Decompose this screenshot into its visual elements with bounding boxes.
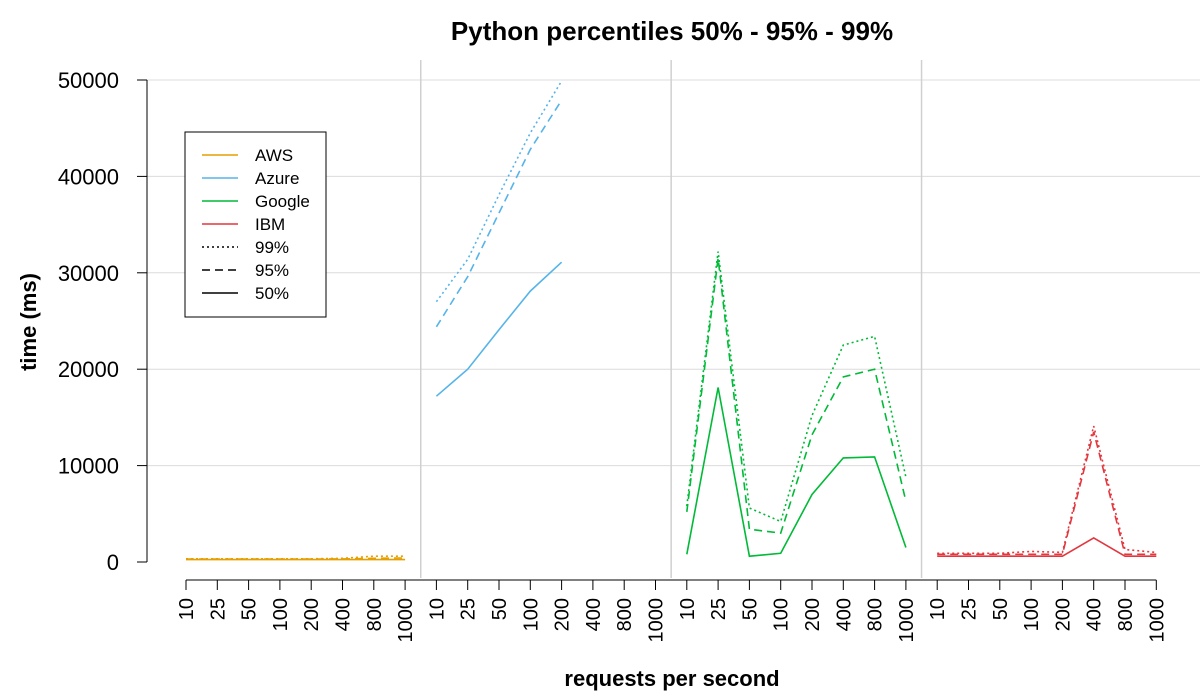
x-tick-label: 25	[959, 598, 981, 620]
legend-label-95pct: 95%	[255, 261, 289, 280]
series	[186, 80, 1157, 561]
x-tick-label: 10	[927, 598, 949, 620]
legend-label-aws: AWS	[255, 146, 293, 165]
y-tick-label: 20000	[58, 357, 119, 382]
series-azure-p50	[435, 261, 563, 397]
x-tick-label: 400	[333, 598, 355, 631]
y-tick-label: 0	[107, 550, 119, 575]
x-tick-label: 1000	[646, 598, 668, 643]
x-tick-label: 50	[990, 598, 1012, 620]
x-tick-label: 200	[552, 598, 574, 631]
series-google-p99	[686, 251, 907, 523]
x-tick-label: 800	[614, 598, 636, 631]
legend-label-ibm: IBM	[255, 215, 285, 234]
x-tick-label: 10	[176, 598, 198, 620]
x-tick-label: 50	[489, 598, 511, 620]
x-tick-label: 400	[1084, 598, 1106, 631]
series-azure-p99	[435, 80, 563, 303]
series-azure-p95	[435, 99, 563, 328]
x-tick-label: 200	[1052, 598, 1074, 631]
series-ibm-p99	[937, 425, 1157, 555]
y-axis-label: time (ms)	[16, 273, 41, 371]
series-google-p95	[686, 258, 907, 534]
x-tick-label: 100	[1021, 598, 1043, 631]
y-tick-label: 40000	[58, 164, 119, 189]
x-tick-label: 25	[458, 598, 480, 620]
x-tick-label: 1000	[896, 598, 918, 643]
legend: AWS Azure Google IBM 99% 95% 50%	[184, 131, 327, 318]
x-tick-label: 100	[270, 598, 292, 631]
x-tick-label: 800	[865, 598, 887, 631]
x-tick-label: 200	[802, 598, 824, 631]
x-tick-label: 1000	[395, 598, 417, 643]
x-tick-label: 400	[833, 598, 855, 631]
x-tick-label: 100	[520, 598, 542, 631]
x-tick-label: 10	[677, 598, 699, 620]
x-tick-label: 25	[207, 598, 229, 620]
legend-label-google: Google	[255, 192, 310, 211]
y-tick-label: 30000	[58, 261, 119, 286]
y-tick-label: 50000	[58, 68, 119, 93]
series-google-p50	[686, 387, 907, 558]
x-tick-label: 400	[583, 598, 605, 631]
legend-label-50pct: 50%	[255, 284, 289, 303]
x-tick-label: 50	[239, 598, 261, 620]
legend-label-99pct: 99%	[255, 238, 289, 257]
x-tick-label: 800	[364, 598, 386, 631]
y-tick-label: 10000	[58, 454, 119, 479]
axes: 0 10000 20000 30000 40000 50000 10 25 50 100 200 40…	[58, 68, 1168, 643]
x-axis-label: requests per second	[564, 666, 779, 691]
x-tick-label: 800	[1115, 598, 1137, 631]
series-ibm-p50	[937, 536, 1157, 558]
x-tick-label: 25	[708, 598, 730, 620]
x-tick-label: 1000	[1146, 598, 1168, 643]
series-ibm-p95	[937, 431, 1157, 556]
x-tick-label: 10	[426, 598, 448, 620]
x-tick-label: 100	[771, 598, 793, 631]
x-tick-label: 200	[301, 598, 323, 631]
chart-title: Python percentiles 50% - 95% - 99%	[451, 16, 893, 46]
x-tick-label: 50	[739, 598, 761, 620]
legend-label-azure: Azure	[255, 169, 299, 188]
